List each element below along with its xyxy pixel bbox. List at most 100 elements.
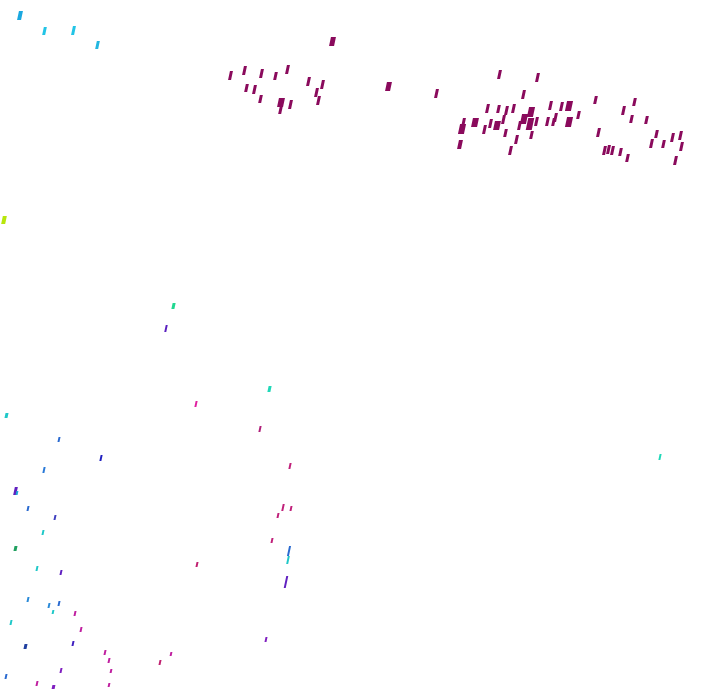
stroke-mark: [576, 111, 581, 119]
stroke-mark: [242, 66, 247, 75]
stroke-mark: [593, 96, 598, 104]
stroke-mark: [107, 658, 111, 663]
stroke-mark: [194, 401, 198, 407]
stroke-mark: [316, 96, 321, 105]
stroke-mark: [320, 80, 325, 89]
stroke-mark: [47, 603, 51, 608]
stroke-mark: [286, 556, 290, 564]
stroke-mark: [42, 467, 46, 473]
stroke-mark: [551, 118, 556, 126]
stroke-mark: [41, 530, 45, 535]
stroke-mark: [71, 26, 76, 35]
stroke-mark: [15, 491, 19, 495]
stroke-mark: [485, 104, 490, 113]
stroke-mark: [526, 107, 536, 117]
stroke-mark: [17, 11, 23, 20]
stroke-mark: [26, 597, 30, 602]
stroke-mark: [35, 566, 39, 571]
stroke-mark: [59, 668, 63, 673]
stroke-mark: [286, 546, 292, 556]
stroke-mark: [51, 610, 55, 614]
stroke-mark: [471, 118, 479, 127]
stroke-mark: [670, 133, 675, 142]
stroke-mark: [95, 41, 100, 49]
stroke-mark: [283, 576, 289, 588]
stroke-mark: [57, 437, 61, 442]
stroke-mark: [71, 641, 75, 646]
stroke-mark: [504, 106, 509, 115]
stroke-mark: [654, 130, 659, 138]
stroke-mark: [606, 145, 611, 154]
stroke-mark: [625, 154, 630, 162]
stroke-mark: [1, 216, 7, 224]
stroke-mark: [306, 77, 311, 86]
stroke-mark: [35, 681, 39, 686]
stroke-mark: [649, 139, 654, 148]
stroke-mark: [329, 37, 336, 46]
stroke-mark: [511, 104, 516, 113]
stroke-mark: [53, 515, 57, 520]
stroke-mark: [514, 135, 519, 144]
stroke-mark: [501, 115, 506, 124]
stroke-mark: [158, 660, 162, 665]
stroke-mark: [314, 88, 319, 97]
stroke-mark: [4, 674, 8, 679]
stroke-mark: [99, 455, 103, 461]
stroke-mark: [9, 620, 13, 625]
stroke-mark: [42, 27, 47, 35]
stroke-mark: [244, 84, 249, 92]
stroke-mark: [73, 611, 77, 616]
stroke-mark: [632, 98, 637, 106]
stroke-mark: [270, 538, 274, 543]
stroke-mark: [278, 106, 283, 114]
stroke-mark: [621, 106, 626, 115]
stroke-mark: [496, 105, 501, 113]
stroke-mark: [264, 637, 268, 642]
stroke-mark: [596, 128, 601, 137]
stroke-mark: [164, 325, 168, 332]
stroke-mark: [385, 82, 392, 91]
stroke-mark: [171, 303, 176, 309]
stroke-mark: [258, 95, 263, 103]
stroke-mark: [629, 115, 634, 123]
stroke-mark: [288, 463, 292, 469]
stroke-mark: [679, 142, 684, 151]
stroke-mark: [658, 454, 662, 460]
stroke-mark: [57, 601, 61, 606]
stroke-mark: [51, 685, 56, 689]
stroke-mark: [23, 644, 28, 649]
stroke-mark: [559, 102, 564, 111]
stroke-mark: [258, 426, 262, 432]
stroke-mark: [529, 131, 534, 139]
stroke-mark: [288, 100, 293, 109]
stroke-mark: [545, 117, 550, 126]
stroke-mark: [103, 650, 107, 655]
stroke-mark: [109, 669, 113, 673]
stroke-mark: [289, 506, 293, 511]
stroke-mark: [259, 69, 264, 78]
stroke-mark: [79, 627, 83, 632]
stroke-mark: [195, 562, 199, 567]
stroke-mark: [508, 146, 513, 155]
stroke-mark: [457, 140, 463, 149]
stroke-mark: [228, 71, 233, 80]
stroke-mark: [521, 90, 526, 99]
stroke-mark: [267, 386, 272, 392]
stroke-mark: [434, 89, 439, 98]
stroke-mark: [169, 652, 173, 656]
stroke-mark: [534, 117, 539, 126]
stroke-mark: [252, 85, 257, 94]
stroke-mark: [107, 683, 111, 687]
stroke-mark: [535, 73, 540, 82]
stroke-mark: [59, 570, 63, 575]
stroke-mark: [602, 146, 607, 155]
stroke-mark: [13, 546, 18, 551]
stroke-mark: [678, 131, 683, 140]
stroke-mark: [285, 65, 290, 74]
stroke-mark: [26, 506, 30, 511]
stroke-mark: [277, 98, 285, 107]
stroke-mark: [673, 156, 678, 165]
